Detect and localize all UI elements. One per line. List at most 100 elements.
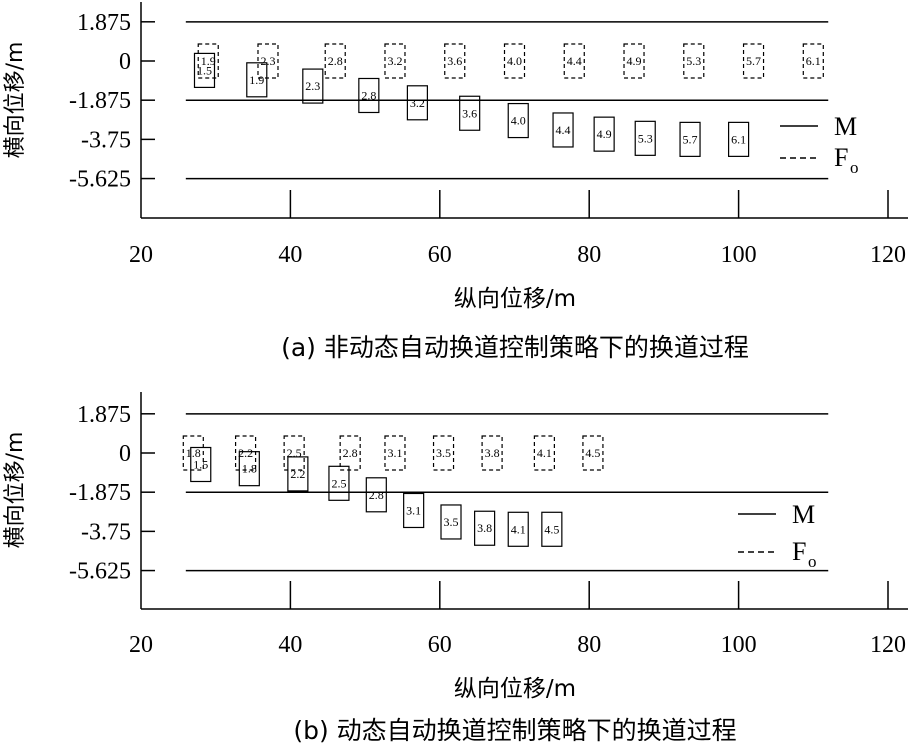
following-vehicle-label: 2.8 xyxy=(328,54,343,68)
main-vehicle-label: 3.1 xyxy=(406,503,421,517)
main-vehicle-box xyxy=(552,112,574,148)
main-vehicle-label: 3.8 xyxy=(477,521,492,535)
legend-label-m: M xyxy=(792,500,815,529)
x-tick-label: 40 xyxy=(278,242,302,268)
legend-label-subscript: o xyxy=(808,552,817,571)
following-vehicle-label: 3.5 xyxy=(436,446,451,460)
following-vehicle-label: 4.0 xyxy=(507,54,522,68)
y-tick-label: -3.75 xyxy=(81,127,131,153)
y-axis-title: 横向位移/m xyxy=(3,42,28,159)
main-vehicle-box xyxy=(593,116,615,152)
legend-label-m: M xyxy=(834,112,857,141)
main-vehicle-box xyxy=(403,492,425,529)
main-vehicle-box xyxy=(246,62,268,98)
main-vehicle-box xyxy=(358,77,380,114)
main-vehicle-box xyxy=(507,102,529,139)
legend-label-f: F xyxy=(834,143,848,172)
following-vehicle-label: 2.3 xyxy=(260,54,275,68)
main-vehicle-label: 4.1 xyxy=(511,522,526,536)
main-vehicle-box xyxy=(679,121,701,157)
y-tick-label: -3.75 xyxy=(81,519,131,545)
main-vehicle-box xyxy=(474,510,496,546)
following-vehicle-label: 6.1 xyxy=(806,54,821,68)
x-axis-title: 纵向位移/m xyxy=(454,286,576,312)
following-vehicle-label: 2.2 xyxy=(238,446,253,460)
main-vehicle-label: 5.7 xyxy=(683,132,698,146)
following-vehicle-box xyxy=(324,43,346,79)
main-vehicle-label: 4.5 xyxy=(544,522,559,536)
main-vehicle-label: 2.2 xyxy=(290,467,305,481)
y-tick-label: 0 xyxy=(119,49,131,75)
following-vehicle-box xyxy=(503,43,526,79)
main-vehicle-box xyxy=(190,446,212,483)
main-vehicle-label: 3.2 xyxy=(410,96,425,110)
main-vehicle-box xyxy=(727,121,750,157)
x-tick-label: 20 xyxy=(129,242,153,268)
panel-subtitle: (a) 非动态自动换道控制策略下的换道过程 xyxy=(281,333,749,362)
following-vehicle-label: 3.1 xyxy=(387,446,402,460)
following-vehicle-box xyxy=(582,435,604,471)
x-tick-label: 80 xyxy=(577,242,601,268)
following-vehicle-label: 4.9 xyxy=(627,54,642,68)
x-tick-label: 60 xyxy=(428,632,452,658)
following-vehicle-box xyxy=(683,43,705,79)
main-vehicle-box xyxy=(302,68,324,104)
following-vehicle-box xyxy=(384,435,406,471)
main-vehicle-label: 2.8 xyxy=(361,88,376,102)
main-vehicle-box xyxy=(328,465,350,501)
x-tick-label: 20 xyxy=(129,632,153,658)
following-vehicle-label: 2.8 xyxy=(343,446,358,460)
y-axis-title: 横向位移/m xyxy=(3,432,28,549)
following-vehicle-label: 1.8 xyxy=(186,446,201,460)
main-vehicle-label: 2.8 xyxy=(369,488,384,502)
y-tick-label: 0 xyxy=(119,441,131,467)
x-tick-label: 60 xyxy=(428,242,452,268)
x-tick-label: 100 xyxy=(721,632,757,658)
main-vehicle-box xyxy=(193,52,216,89)
following-vehicle-box xyxy=(182,435,204,471)
main-vehicle-label: 6.1 xyxy=(731,132,746,146)
main-vehicle-label: 4.0 xyxy=(511,114,526,128)
following-vehicle-box xyxy=(197,43,219,79)
following-vehicle-box xyxy=(802,43,824,79)
following-vehicle-label: 3.2 xyxy=(387,54,402,68)
main-vehicle-label: 2.5 xyxy=(331,476,346,490)
y-tick-label: -5.625 xyxy=(69,559,131,585)
following-vehicle-box xyxy=(563,43,585,79)
main-vehicle-box xyxy=(238,451,260,487)
main-vehicle-box xyxy=(440,504,462,540)
following-vehicle-label: 3.6 xyxy=(447,54,462,68)
main-vehicle-box xyxy=(406,85,428,121)
following-vehicle-box xyxy=(257,43,279,79)
main-vehicle-label: 1.5 xyxy=(193,457,208,471)
main-vehicle-box xyxy=(287,456,309,492)
main-vehicle-label: 1.9 xyxy=(249,73,264,87)
chart-panel-a: 1.875 0 -1.875 -3.75 -5.625 20 40 60 80 100 120 横向位… xyxy=(3,2,908,362)
following-vehicle-box xyxy=(384,43,406,79)
panel-subtitle: (b) 动态自动换道控制策略下的换道过程 xyxy=(293,716,736,745)
following-vehicle-box xyxy=(533,435,555,471)
main-vehicle-label: 4.9 xyxy=(597,127,612,141)
main-vehicle-box xyxy=(459,95,481,131)
chart-panel-b: 1.875 0 -1.875 -3.75 -5.625 20 40 60 80 100 120 横向位… xyxy=(3,392,908,745)
main-vehicle-box xyxy=(634,120,656,156)
main-vehicle-box xyxy=(365,477,387,513)
y-tick-label: 1.875 xyxy=(77,10,131,36)
following-vehicle-label: 4.5 xyxy=(585,446,600,460)
x-axis-title: 纵向位移/m xyxy=(454,676,576,702)
main-vehicle-label: 4.4 xyxy=(556,123,571,137)
following-vehicle-box xyxy=(623,43,645,79)
y-tick-label: 1.875 xyxy=(77,402,131,428)
following-vehicle-label: 5.7 xyxy=(746,54,761,68)
following-vehicle-box xyxy=(432,435,455,471)
main-vehicle-box xyxy=(507,511,529,547)
main-vehicle-box xyxy=(541,511,563,547)
main-vehicle-label: 2.3 xyxy=(305,79,320,93)
main-vehicle-label: 1.5 xyxy=(197,63,212,77)
x-tick-label: 100 xyxy=(721,242,757,268)
following-vehicle-box xyxy=(234,435,257,471)
following-vehicle-label: 3.8 xyxy=(485,446,500,460)
following-vehicle-box xyxy=(481,435,503,471)
x-tick-label: 80 xyxy=(577,632,601,658)
